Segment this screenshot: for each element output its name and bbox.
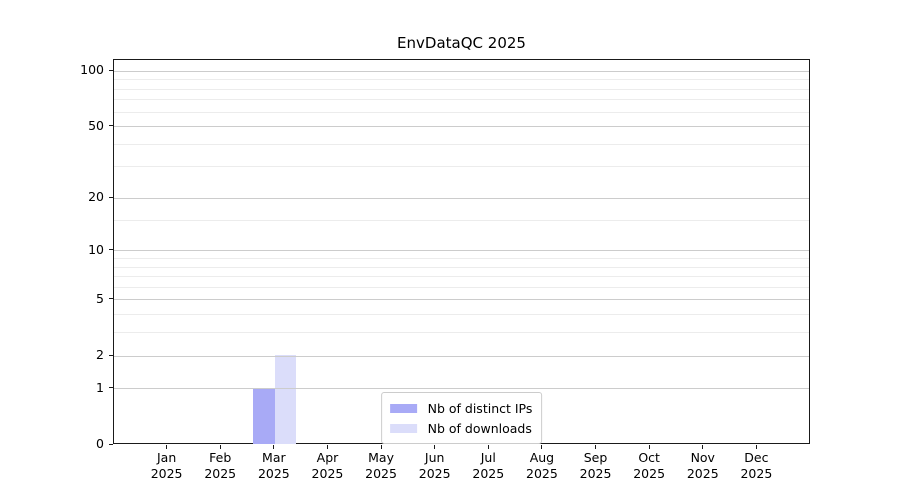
h-gridline-minor <box>114 286 809 288</box>
x-tick <box>541 445 543 449</box>
bar-nb-of-distinct-ips <box>253 387 275 444</box>
h-gridline-minor <box>114 332 809 334</box>
y-tick <box>109 387 113 389</box>
plot-area <box>113 59 810 444</box>
chart-title: EnvDataQC 2025 <box>397 34 526 52</box>
h-gridline-major <box>114 388 809 390</box>
h-gridline-minor <box>114 258 809 259</box>
x-tick <box>380 445 382 449</box>
h-gridline-minor <box>114 111 809 113</box>
x-tick-label: Oct 2025 <box>633 450 666 481</box>
y-tick-label: 5 <box>96 290 104 306</box>
x-tick-label: Aug 2025 <box>526 450 558 481</box>
y-tick-label: 2 <box>96 347 104 363</box>
y-tick-label: 0 <box>96 436 104 451</box>
h-gridline-minor <box>114 88 809 90</box>
x-tick-label: Mar 2025 <box>257 450 290 481</box>
h-gridline-minor <box>114 276 809 278</box>
x-tick <box>166 445 168 449</box>
x-tick <box>755 445 757 449</box>
h-gridline-major <box>114 126 809 128</box>
h-gridline-major <box>114 250 809 252</box>
x-tick <box>434 445 436 449</box>
legend-swatch <box>389 403 417 413</box>
y-tick <box>109 249 113 251</box>
x-tick-label: May 2025 <box>365 450 397 481</box>
h-gridline-major <box>114 299 809 301</box>
y-tick-label: 100 <box>80 62 104 78</box>
x-tick <box>326 445 328 449</box>
h-gridline-minor <box>114 79 809 81</box>
x-tick-label: Jan 2025 <box>150 450 183 481</box>
x-tick <box>273 445 275 449</box>
x-tick <box>219 445 221 449</box>
bar-nb-of-downloads <box>274 355 297 444</box>
y-tick <box>109 69 113 71</box>
h-gridline-minor <box>114 314 809 316</box>
y-tick-label: 50 <box>88 117 104 133</box>
h-gridline-major <box>114 355 809 357</box>
y-tick <box>109 443 113 445</box>
x-tick-label: Jun 2025 <box>418 450 451 481</box>
x-tick-label: Feb 2025 <box>204 450 237 481</box>
h-gridline-major <box>114 197 809 199</box>
h-gridline-minor <box>114 266 809 268</box>
x-tick <box>702 445 704 449</box>
y-tick-label: 10 <box>88 241 104 257</box>
x-tick-label: Nov 2025 <box>686 450 719 481</box>
y-tick-label: 1 <box>96 379 104 395</box>
legend-label: Nb of distinct IPs <box>427 400 533 416</box>
x-tick <box>487 445 489 449</box>
x-tick-label: Dec 2025 <box>740 450 773 481</box>
x-tick <box>595 445 597 449</box>
y-tick <box>109 298 113 300</box>
x-tick-label: Jul 2025 <box>472 450 505 481</box>
legend-label: Nb of downloads <box>427 420 532 436</box>
x-tick-label: Sep 2025 <box>579 450 612 481</box>
x-tick-label: Apr 2025 <box>311 450 344 481</box>
y-tick <box>109 125 113 127</box>
h-gridline-major <box>114 70 809 72</box>
legend-item-nb-of-distinct-ips: Nb of distinct IPs <box>389 398 533 418</box>
legend-swatch <box>389 423 417 433</box>
legend-item-nb-of-downloads: Nb of downloads <box>389 418 533 438</box>
h-gridline-minor <box>114 99 809 101</box>
h-gridline-minor <box>114 219 809 221</box>
y-tick-label: 20 <box>88 189 104 205</box>
h-gridline-minor <box>114 166 809 168</box>
legend: Nb of distinct IPs Nb of downloads <box>380 392 543 444</box>
x-tick <box>648 445 650 449</box>
h-gridline-minor <box>114 143 809 145</box>
y-tick <box>109 196 113 198</box>
y-tick <box>109 354 113 356</box>
